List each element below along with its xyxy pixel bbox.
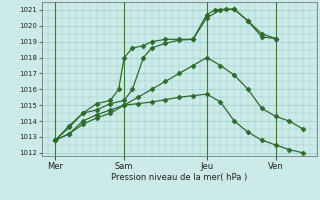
X-axis label: Pression niveau de la mer( hPa ): Pression niveau de la mer( hPa ) — [111, 173, 247, 182]
